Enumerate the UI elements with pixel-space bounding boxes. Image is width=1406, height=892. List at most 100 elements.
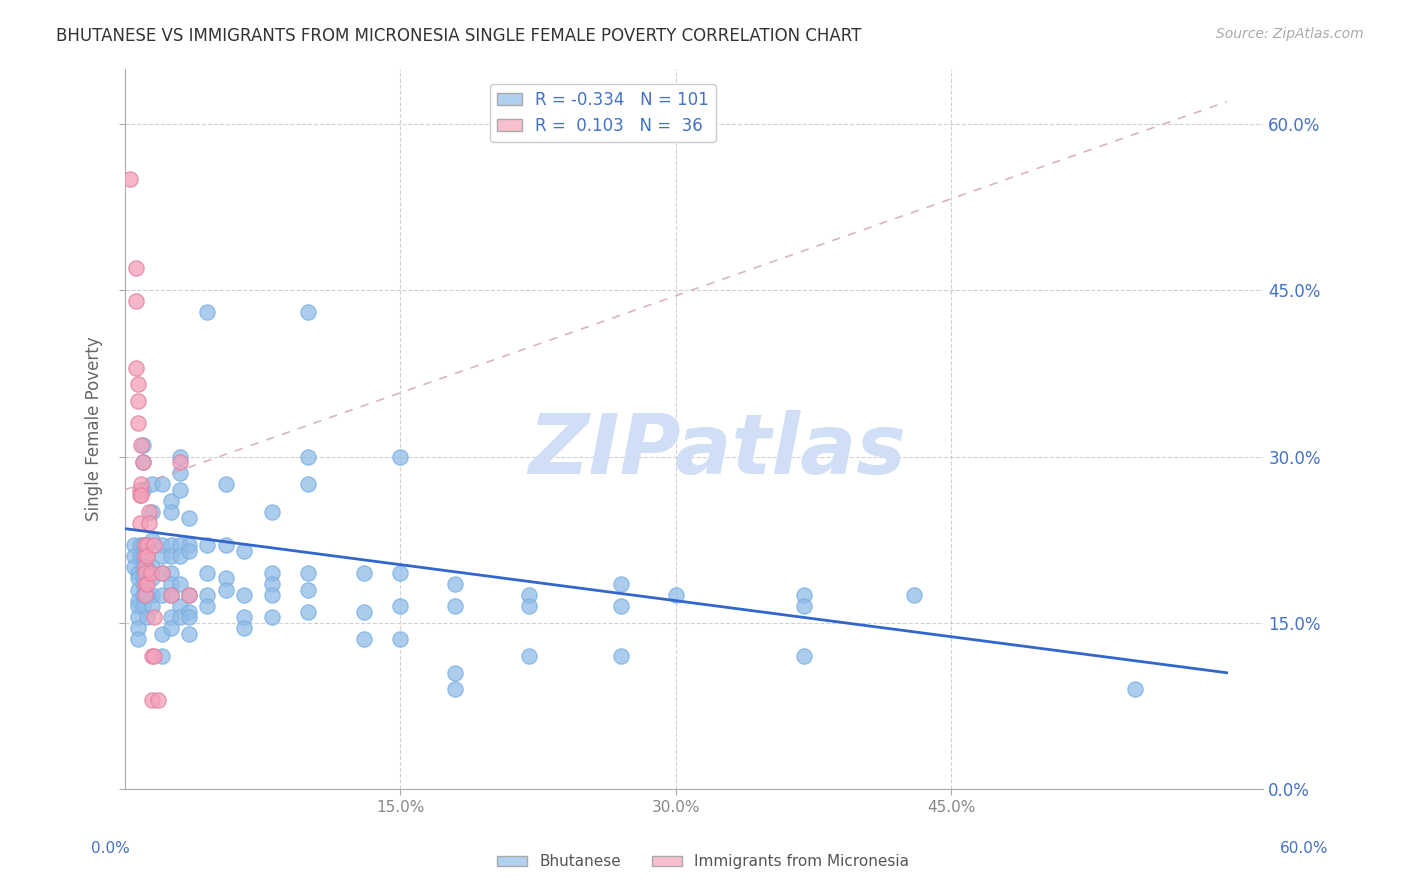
Point [169,483,191,497]
Point [159,566,181,580]
Point [197,566,219,580]
Point [169,466,191,480]
Y-axis label: Single Female Poverty: Single Female Poverty [86,336,103,521]
Point [141,649,163,664]
Point [169,549,191,564]
Point [132,483,155,497]
Point [125,360,148,375]
Point [159,588,181,602]
Point [131,438,153,452]
Point [132,572,155,586]
Point [353,566,375,580]
Point [609,577,631,591]
Point [134,566,156,580]
Point [169,450,191,464]
Point [135,610,157,624]
Point [128,549,150,564]
Point [134,577,156,591]
Point [132,438,155,452]
Point [517,588,540,602]
Point [353,632,375,647]
Point [120,172,142,186]
Point [135,588,157,602]
Point [260,505,283,519]
Point [141,572,163,586]
Point [389,599,412,614]
Point [215,538,238,552]
Point [169,538,191,552]
Point [141,599,163,614]
Point [150,588,173,602]
Point [177,538,200,552]
Point [131,477,153,491]
Point [150,627,173,641]
Point [125,261,148,276]
Point [134,588,156,602]
Point [177,588,200,602]
Point [127,582,149,597]
Point [127,394,149,409]
Point [177,627,200,641]
Point [260,566,283,580]
Point [215,572,238,586]
Point [517,649,540,664]
Point [150,566,173,580]
Point [141,693,163,707]
Point [389,450,412,464]
Point [215,582,238,597]
Point [143,610,166,624]
Point [135,560,157,574]
Point [132,599,155,614]
Point [260,577,283,591]
Text: 60.0%: 60.0% [1281,841,1329,856]
Point [609,599,631,614]
Point [159,549,181,564]
Point [135,538,157,552]
Point [150,566,173,580]
Point [127,417,149,431]
Point [665,588,688,602]
Point [297,566,319,580]
Point [127,377,149,392]
Point [297,450,319,464]
Point [353,605,375,619]
Point [197,599,219,614]
Point [150,549,173,564]
Point [159,588,181,602]
Point [141,505,163,519]
Point [132,549,155,564]
Point [134,560,156,574]
Point [132,560,155,574]
Point [233,610,256,624]
Point [135,577,157,591]
Point [127,593,149,607]
Point [122,549,145,564]
Point [150,649,173,664]
Point [127,621,149,635]
Point [134,549,156,564]
Point [132,577,155,591]
Point [444,665,467,680]
Point [197,305,219,319]
Point [389,632,412,647]
Point [128,516,150,530]
Point [141,560,163,574]
Point [297,605,319,619]
Point [197,538,219,552]
Point [159,577,181,591]
Point [127,632,149,647]
Point [169,599,191,614]
Point [169,455,191,469]
Legend: R = -0.334   N = 101, R =  0.103   N =  36: R = -0.334 N = 101, R = 0.103 N = 36 [491,84,716,142]
Point [177,588,200,602]
Point [132,455,155,469]
Point [125,294,148,309]
Point [128,483,150,497]
Point [135,566,157,580]
Point [146,693,169,707]
Point [215,477,238,491]
Point [169,610,191,624]
Point [233,543,256,558]
Text: 0.0%: 0.0% [91,841,131,856]
Point [141,533,163,547]
